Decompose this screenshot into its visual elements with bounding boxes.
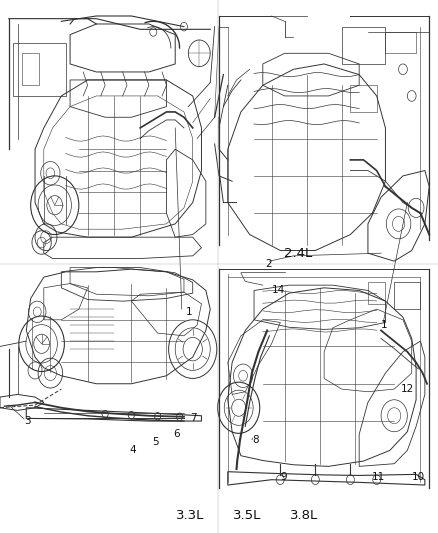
Bar — [394, 282, 420, 309]
Text: 2: 2 — [265, 259, 272, 269]
Text: 12: 12 — [401, 384, 414, 394]
Bar — [22, 53, 39, 85]
Bar — [385, 32, 416, 53]
Bar — [368, 282, 385, 304]
Text: 4: 4 — [129, 446, 136, 455]
Text: 10: 10 — [412, 472, 425, 482]
Text: 3.8L: 3.8L — [290, 509, 318, 522]
Text: 11: 11 — [372, 472, 385, 482]
Text: 3: 3 — [24, 416, 31, 426]
Text: 3.3L: 3.3L — [177, 509, 205, 522]
Text: 9: 9 — [280, 472, 287, 482]
Bar — [350, 85, 377, 112]
Text: 7: 7 — [191, 414, 197, 423]
Bar — [342, 27, 385, 64]
Text: 2.4L: 2.4L — [284, 247, 312, 260]
Text: 3.5L: 3.5L — [233, 509, 261, 522]
Text: 8: 8 — [252, 435, 258, 445]
Text: 1: 1 — [186, 307, 193, 317]
Bar — [13, 43, 66, 96]
Text: 14: 14 — [272, 286, 285, 295]
Text: 5: 5 — [152, 438, 159, 447]
Text: 6: 6 — [173, 430, 180, 439]
Text: 1: 1 — [381, 320, 388, 330]
